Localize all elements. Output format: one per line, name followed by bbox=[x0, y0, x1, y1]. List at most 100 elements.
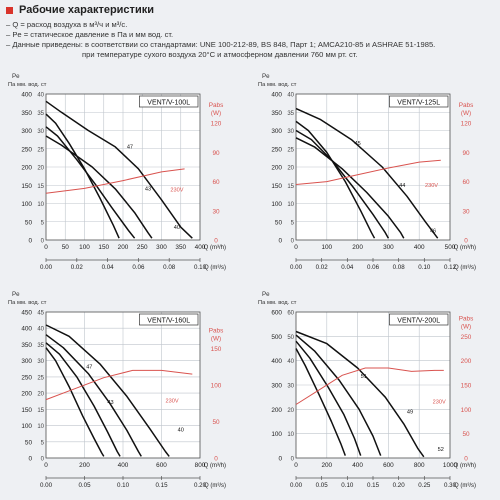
power-tick-label: 150 bbox=[461, 383, 472, 390]
x-axis-label-top: Q (m³/h) bbox=[454, 245, 476, 251]
x-tick-label: 1000 bbox=[443, 462, 458, 469]
secondary-x-tick-label: 0.04 bbox=[102, 264, 115, 271]
y-tick-label-mm: 35 bbox=[287, 111, 294, 117]
note-line: – Данные приведены: в соответствии со ст… bbox=[6, 40, 436, 49]
x-axis-label-top: Q (m³/h) bbox=[454, 463, 476, 469]
power-tick-label: 60 bbox=[212, 179, 220, 186]
x-tick-label: 400 bbox=[352, 462, 363, 469]
y-tick-label: 50 bbox=[25, 439, 33, 446]
x-tick-label: 250 bbox=[137, 244, 148, 251]
power-axis-label: Pabs bbox=[209, 328, 224, 335]
y-tick-label-mm: 45 bbox=[37, 311, 44, 317]
y-tick-label-mm: 30 bbox=[287, 129, 294, 135]
pressure-curve-4 bbox=[295, 107, 439, 239]
power-curve bbox=[295, 159, 441, 185]
x-tick-label: 300 bbox=[156, 244, 167, 251]
y-tick-label: 100 bbox=[21, 201, 32, 208]
y-tick-label: 0 bbox=[278, 238, 282, 245]
y-tick-label-mm: 50 bbox=[287, 335, 294, 341]
plot-border bbox=[295, 93, 451, 241]
power-tick-label: 250 bbox=[461, 334, 472, 341]
power-axis-label: Pabs bbox=[209, 102, 224, 109]
y-tick-label-mm: 15 bbox=[287, 184, 294, 190]
y-tick-label: 300 bbox=[21, 358, 32, 365]
pressure-curve-2 bbox=[295, 340, 362, 456]
curve-label: 45 bbox=[354, 141, 360, 147]
y-tick-label: 600 bbox=[271, 310, 282, 317]
x-tick-label: 200 bbox=[118, 244, 129, 251]
curve-label: 40 bbox=[174, 225, 180, 231]
x-tick-label: 0 bbox=[294, 462, 298, 469]
title-row: Рабочие характеристики bbox=[6, 4, 494, 16]
secondary-x-tick-label: 0.30 bbox=[444, 482, 457, 489]
y-tick-label: 350 bbox=[21, 110, 32, 117]
power-tick-label: 0 bbox=[214, 238, 218, 245]
chart-panel-125l: 0 0 50 5 100 10 150 15 200 20 250 25 300 30 350 35 400 40… bbox=[254, 68, 494, 278]
chart-title-box bbox=[139, 313, 199, 326]
chart-title-box bbox=[139, 95, 199, 108]
y-tick-label: 100 bbox=[271, 431, 282, 438]
pressure-curve-4 bbox=[295, 330, 425, 458]
chart-title: VENT/V-160L bbox=[147, 318, 190, 325]
secondary-x-tick-label: 0.08 bbox=[163, 264, 176, 271]
y-tick-label: 0 bbox=[28, 238, 32, 245]
notes: – Q = расход воздуха в м³/ч и м³/с. – Pe… bbox=[6, 20, 494, 60]
secondary-x-tick-label: 0.10 bbox=[194, 264, 207, 271]
curve-label: 49 bbox=[407, 409, 413, 415]
plot-border bbox=[45, 311, 201, 459]
chart-title-box bbox=[389, 95, 449, 108]
x-axis-label-bottom: Q (m³/s) bbox=[454, 265, 476, 271]
y-axis-units: Па мм. вод. ст bbox=[258, 300, 297, 306]
x-tick-label: 400 bbox=[414, 244, 425, 251]
y-tick-label-mm: 10 bbox=[37, 202, 44, 208]
x-axis-label-top: Q (m³/h) bbox=[204, 463, 226, 469]
y-tick-label: 250 bbox=[21, 374, 32, 381]
curve-label: 47 bbox=[86, 364, 92, 370]
y-tick-label: 450 bbox=[21, 310, 32, 317]
secondary-x-tick-label: 0.15 bbox=[155, 482, 168, 489]
power-tick-label: 120 bbox=[461, 121, 472, 128]
y-tick-label: 200 bbox=[271, 407, 282, 414]
pressure-curve-1 bbox=[295, 120, 376, 239]
note-line: – Pe = статическое давление в Па и мм во… bbox=[6, 30, 174, 39]
secondary-x-tick-label: 0.25 bbox=[418, 482, 431, 489]
plot-border bbox=[45, 93, 201, 241]
power-tick-label: 100 bbox=[461, 407, 472, 414]
power-tick-label: 150 bbox=[211, 346, 222, 353]
power-curve-label: 230V bbox=[166, 398, 179, 404]
y-tick-label-mm: 10 bbox=[287, 432, 294, 438]
x-tick-label: 400 bbox=[118, 462, 129, 469]
y-tick-label-mm: 20 bbox=[287, 408, 294, 414]
chart-panel-200l: 0 0 100 10 200 20 300 30 400 40 500 50 600 60 Pe Па мм.… bbox=[254, 286, 494, 496]
power-tick-label: 50 bbox=[462, 431, 470, 438]
pressure-curve-2 bbox=[295, 129, 390, 239]
secondary-x-tick-label: 0.06 bbox=[367, 264, 380, 271]
y-axis-units: Па мм. вод. ст bbox=[8, 300, 47, 306]
y-tick-label: 200 bbox=[21, 391, 32, 398]
pressure-curve-1 bbox=[45, 347, 105, 457]
secondary-x-tick-label: 0.10 bbox=[418, 264, 431, 271]
secondary-x-tick-label: 0.10 bbox=[117, 482, 130, 489]
power-tick-label: 100 bbox=[211, 383, 222, 390]
y-tick-label: 500 bbox=[271, 334, 282, 341]
chart-title: VENT/V-100L bbox=[147, 100, 190, 107]
pressure-curve-1 bbox=[295, 348, 347, 456]
curve-label: 52 bbox=[438, 447, 444, 453]
power-axis-unit: (W) bbox=[461, 323, 471, 330]
x-tick-label: 200 bbox=[321, 462, 332, 469]
power-curve bbox=[45, 168, 185, 194]
y-tick-label-mm: 30 bbox=[37, 129, 44, 135]
y-tick-label: 0 bbox=[28, 456, 32, 463]
y-tick-label: 400 bbox=[271, 358, 282, 365]
y-tick-label-mm: 30 bbox=[37, 359, 44, 365]
secondary-x-tick-label: 0.05 bbox=[78, 482, 91, 489]
power-tick-label: 50 bbox=[212, 419, 220, 426]
y-tick-label: 150 bbox=[271, 183, 282, 190]
x-tick-label: 0 bbox=[44, 462, 48, 469]
y-tick-label-mm: 25 bbox=[37, 375, 44, 381]
x-tick-label: 600 bbox=[156, 462, 167, 469]
curve-label: 40 bbox=[178, 428, 184, 434]
